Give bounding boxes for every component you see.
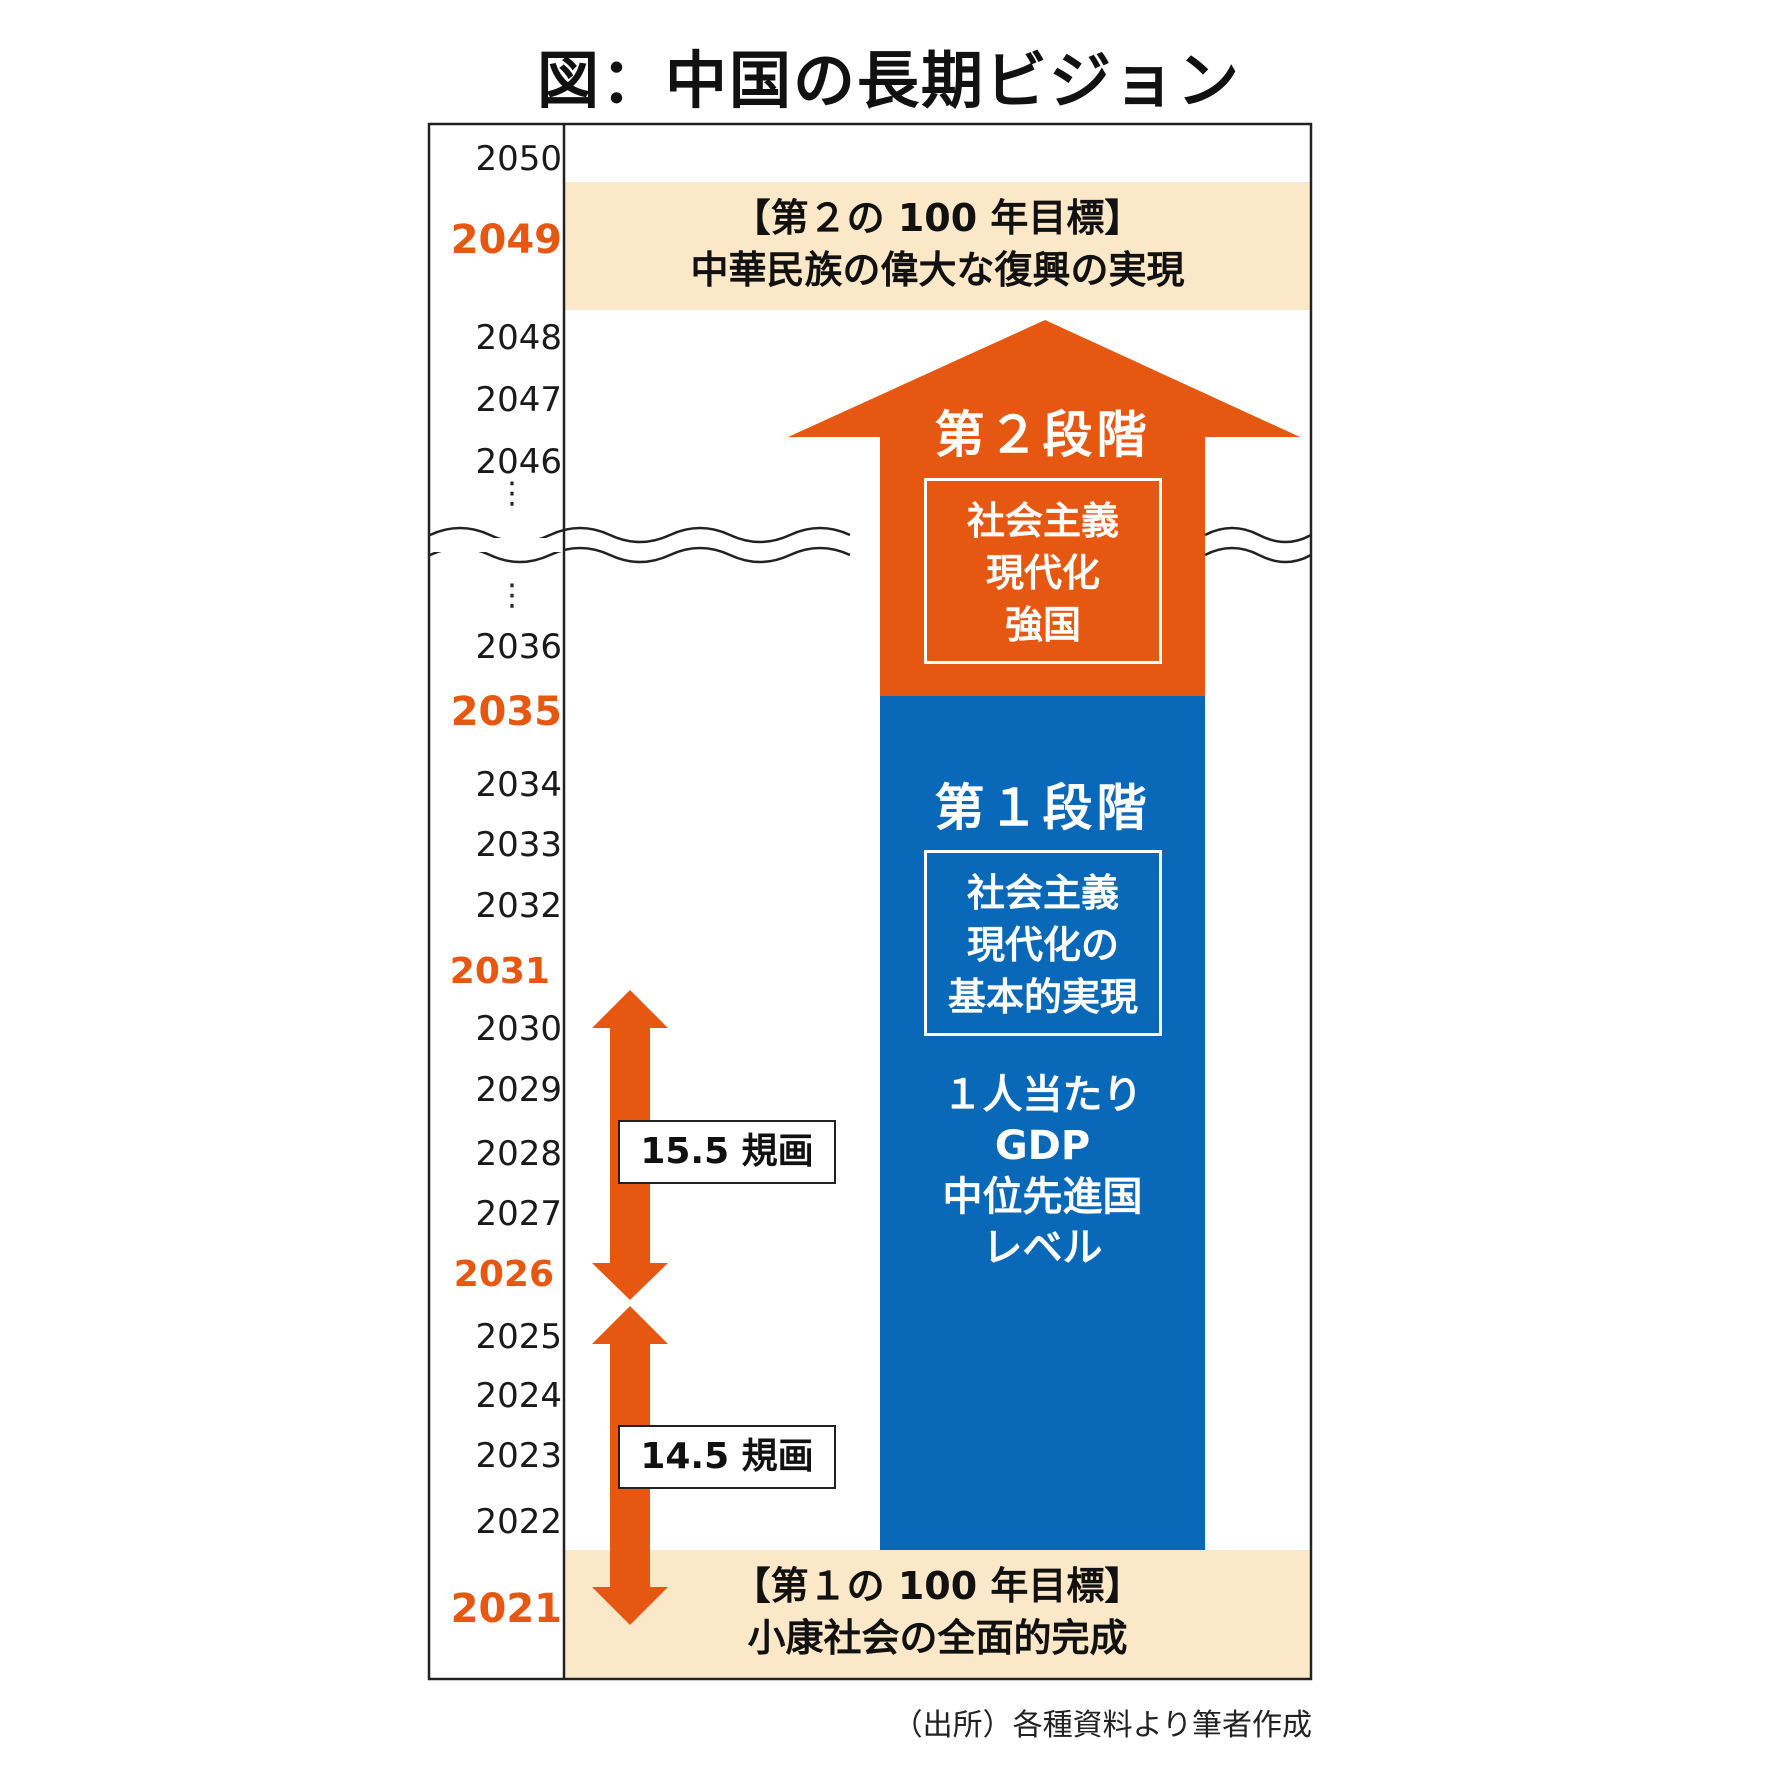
gdp-line: レベル [982,1225,1103,1271]
year-2022: 2022 [475,1502,562,1542]
stage1-box-line: 社会主義 [966,871,1119,915]
year-2023: 2023 [475,1436,562,1476]
year-2035: 2035 [450,689,562,735]
year-2029: 2029 [475,1070,562,1110]
stage1-box-line: 現代化の [966,923,1119,967]
gdp-line: 中位先進国 [942,1174,1143,1220]
year-2030: 2030 [475,1009,562,1049]
stage1-box-line: 基本的実現 [947,975,1138,1019]
ellipsis-lower: ⋮ [497,578,527,613]
goal2-desc: 中華民族の偉大な復興の実現 [690,248,1185,292]
stage1-title: 第１段階 [934,779,1151,837]
goal1-desc: 小康社会の全面的完成 [747,1616,1128,1660]
stage2-title: 第２段階 [934,406,1151,464]
year-2031: 2031 [449,951,550,992]
goal1-text: 【第１の 100 年目標】 小康社会の全面的完成 [565,1560,1310,1664]
goal1-title: 【第１の 100 年目標】 [732,1564,1143,1608]
goal1-band [565,1550,1310,1678]
stage2-box-line: 社会主義 [966,499,1119,543]
year-2027: 2027 [475,1194,562,1234]
ellipsis-upper: ⋮ [497,476,527,511]
stage1-box: 社会主義 現代化の 基本的実現 [924,850,1162,1036]
year-2046: 2046 [475,442,562,482]
year-2050: 2050 [475,139,562,179]
year-2036: 2036 [475,627,562,667]
gdp-line: GDP [994,1123,1091,1169]
goal2-text: 【第２の 100 年目標】 中華民族の偉大な復興の実現 [565,192,1310,296]
chart-frame [427,122,1313,1681]
goal2-title: 【第２の 100 年目標】 [732,196,1143,240]
year-2047: 2047 [475,380,562,420]
year-2026: 2026 [453,1254,554,1295]
stage2-arrow [788,320,1300,696]
break-wave [429,526,1312,564]
stage1-column [880,696,1205,1550]
year-2025: 2025 [475,1317,562,1357]
stage2-box: 社会主義 現代化 強国 [924,478,1162,664]
goal2-band [565,182,1310,310]
plan-14-label: 14.5 規画 [618,1425,836,1489]
page-title: 図：中国の長期ビジョン [536,44,1241,117]
year-2028: 2028 [475,1134,562,1174]
year-2049: 2049 [450,217,562,263]
gdp-line: １人当たり [942,1072,1143,1118]
year-2021: 2021 [450,1586,562,1632]
stage1-gdp-text: １人当たり GDP 中位先進国 レベル [880,1070,1205,1274]
stage2-box-line: 現代化 [985,551,1100,595]
plan-15-label: 15.5 規画 [618,1120,836,1184]
stage2-box-line: 強国 [1004,603,1081,647]
year-2048: 2048 [475,318,562,358]
source-note: （出所）各種資料より筆者作成 [892,1708,1312,1743]
year-2032: 2032 [475,886,562,926]
year-2033: 2033 [475,825,562,865]
year-2034: 2034 [475,765,562,805]
year-2024: 2024 [475,1376,562,1416]
